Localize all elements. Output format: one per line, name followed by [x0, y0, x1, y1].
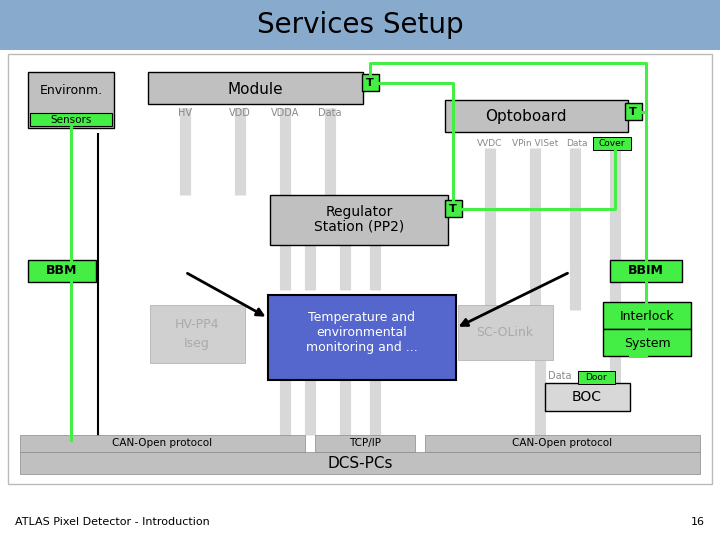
Bar — [8, 54, 712, 484]
Text: T: T — [366, 78, 374, 88]
Text: Module: Module — [228, 82, 283, 97]
Bar — [20, 435, 305, 452]
Bar — [445, 100, 628, 132]
Bar — [20, 452, 700, 474]
Text: Regulator: Regulator — [325, 205, 392, 219]
Bar — [445, 200, 462, 217]
Text: Station (PP2): Station (PP2) — [314, 220, 404, 234]
Text: Data: Data — [566, 138, 588, 147]
Text: ATLAS Pixel Detector - Introduction: ATLAS Pixel Detector - Introduction — [15, 517, 210, 527]
Text: System: System — [624, 336, 670, 349]
Bar — [603, 329, 691, 356]
Text: monitoring and ...: monitoring and ... — [306, 341, 418, 354]
Text: BBIM: BBIM — [628, 265, 664, 278]
Bar — [0, 0, 720, 50]
Text: SC-OLink: SC-OLink — [477, 327, 534, 340]
Text: Data: Data — [548, 371, 572, 381]
Text: Iseg: Iseg — [184, 336, 210, 349]
Bar — [593, 137, 631, 150]
Bar — [545, 383, 630, 411]
Text: environmental: environmental — [317, 327, 408, 340]
Text: HV-PP4: HV-PP4 — [175, 319, 220, 332]
Bar — [578, 371, 615, 384]
Text: Door: Door — [585, 374, 607, 382]
Bar — [28, 72, 114, 128]
Text: Sensors: Sensors — [50, 115, 91, 125]
Text: Temperature and: Temperature and — [308, 312, 415, 325]
Text: Data: Data — [318, 108, 342, 118]
Text: CAN-Open protocol: CAN-Open protocol — [512, 438, 612, 448]
Bar — [603, 302, 691, 329]
Bar — [315, 435, 415, 452]
Text: VDDA: VDDA — [271, 108, 300, 118]
Text: VVDC: VVDC — [477, 138, 503, 147]
Bar — [425, 435, 700, 452]
Text: BBM: BBM — [46, 265, 78, 278]
Bar — [270, 195, 448, 245]
Bar — [150, 305, 245, 363]
Bar — [148, 72, 363, 104]
Text: Services Setup: Services Setup — [257, 11, 463, 39]
Text: 16: 16 — [691, 517, 705, 527]
Text: HV: HV — [178, 108, 192, 118]
Text: DCS-PCs: DCS-PCs — [328, 456, 392, 470]
Bar — [30, 113, 112, 126]
Bar — [362, 74, 379, 91]
Bar — [28, 260, 96, 282]
Text: Optoboard: Optoboard — [485, 110, 567, 125]
Text: Cover: Cover — [599, 139, 625, 148]
Text: Environm.: Environm. — [40, 84, 102, 98]
Text: VPin VISet: VPin VISet — [512, 138, 558, 147]
Text: CAN-Open protocol: CAN-Open protocol — [112, 438, 212, 448]
Bar — [458, 305, 553, 360]
Text: VDD: VDD — [229, 108, 251, 118]
Text: T: T — [449, 204, 457, 214]
Text: Interlock: Interlock — [620, 309, 675, 322]
Bar — [610, 260, 682, 282]
Text: T: T — [629, 107, 637, 117]
Bar — [268, 295, 456, 380]
Bar — [625, 103, 642, 120]
Text: TCP/IP: TCP/IP — [349, 438, 381, 448]
Text: BOC: BOC — [572, 390, 602, 404]
